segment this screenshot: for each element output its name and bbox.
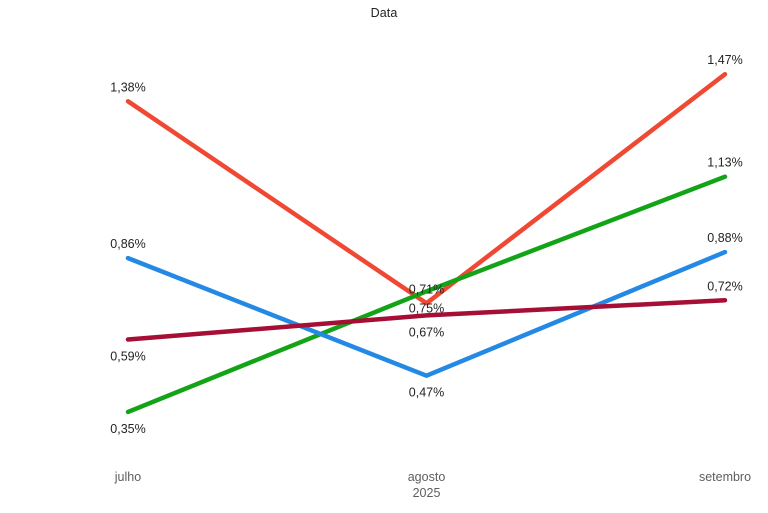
data-label-red-2: 1,47% xyxy=(707,53,742,67)
data-label-green-1: 0,75% xyxy=(409,301,444,315)
data-label-dark-red-1: 0,67% xyxy=(409,325,444,339)
x-axis-label-1: agosto xyxy=(408,470,446,484)
data-label-blue-2: 0,88% xyxy=(707,231,742,245)
data-label-green-2: 1,13% xyxy=(707,156,742,170)
data-label-dark-red-0: 0,59% xyxy=(110,350,145,364)
data-label-dark-red-2: 0,72% xyxy=(707,279,742,293)
series-line-red[interactable] xyxy=(125,71,728,306)
data-label-green-0: 0,35% xyxy=(110,422,145,436)
data-label-red-1: 0,71% xyxy=(409,282,444,296)
x-axis-label-0: julho xyxy=(114,470,141,484)
data-label-blue-0: 0,86% xyxy=(110,237,145,251)
data-label-red-0: 1,38% xyxy=(110,80,145,94)
chart-title: Data xyxy=(370,6,398,20)
x-axis-label-2: setembro xyxy=(699,470,751,484)
series-line-blue[interactable] xyxy=(125,249,728,378)
series-line-dark-red[interactable] xyxy=(125,298,728,342)
series-line-green[interactable] xyxy=(125,174,728,415)
data-label-blue-1: 0,47% xyxy=(409,386,444,400)
x-axis-year-label: 2025 xyxy=(413,486,441,500)
